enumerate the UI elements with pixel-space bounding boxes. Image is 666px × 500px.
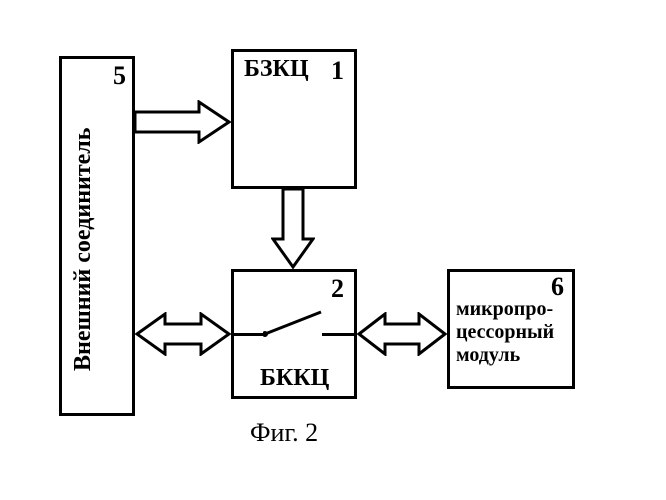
bkkc-number: 2	[331, 274, 344, 304]
bkkc-label: БККЦ	[260, 365, 329, 392]
mpu-label-group: микропро- цессорный модуль	[456, 298, 554, 367]
connector-label: Внешний соединитель	[70, 109, 96, 389]
arrow-2-to-6	[357, 312, 447, 356]
switch-left-contact	[231, 333, 265, 336]
arrow-1-to-2	[271, 189, 315, 269]
bzkc-block: БЗКЦ 1	[231, 49, 357, 189]
arrow-5-to-2	[135, 312, 231, 356]
bzkc-label: БЗКЦ	[244, 56, 309, 83]
mpu-label3: модуль	[456, 344, 554, 367]
connector-number: 5	[113, 61, 126, 91]
switch-arm	[263, 308, 325, 338]
figure-caption: Фиг. 2	[250, 418, 318, 448]
switch-right-contact	[322, 333, 357, 336]
bzkc-number: 1	[331, 56, 344, 86]
mpu-block: 6 микропро- цессорный модуль	[447, 269, 575, 389]
arrow-5-to-1	[135, 100, 231, 144]
mpu-label2: цессорный	[456, 321, 554, 344]
mpu-label1: микропро-	[456, 298, 554, 321]
connector-block: 5 Внешний соединитель	[59, 56, 135, 416]
